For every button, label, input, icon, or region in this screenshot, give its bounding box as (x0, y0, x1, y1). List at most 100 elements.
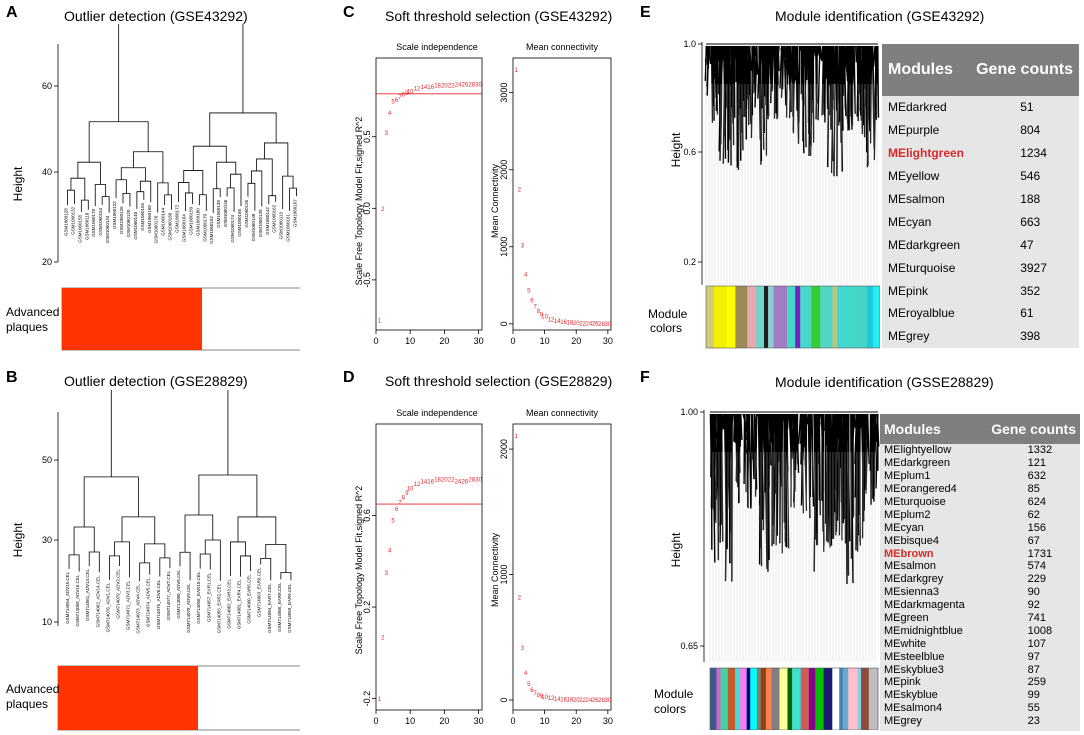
module-color-segment (800, 286, 812, 348)
leaf-label: GSM1060174 (230, 214, 235, 242)
module-color-segment (823, 668, 833, 730)
dendrogram-branch (216, 161, 237, 189)
module-name: MEsienna3 (884, 586, 940, 599)
leaf-label: GSM1060130 (258, 209, 263, 237)
leaf-label: GSM714076_ADV1.CEL (105, 582, 110, 632)
dendrogram-branch (88, 551, 100, 573)
module-color-segment (832, 668, 840, 730)
f-colors-label-2: colors (654, 702, 686, 716)
leaf-label: GSM1060148 (251, 213, 256, 241)
dendrogram-branch (280, 572, 292, 581)
module-row: MEturquoise 3927 (888, 256, 1073, 279)
module-name: MEroyalblue (888, 306, 955, 321)
leaf-label: GSM714082_EAR3.CEL (226, 579, 231, 629)
plot-frame (512, 423, 612, 711)
module-name: MEturquoise (884, 496, 946, 508)
module-row: MEdarkgrey 229 (884, 573, 1076, 586)
leaf-label: GSM714055_EAR2.CEL (216, 583, 221, 633)
module-name: MEsalmon4 (884, 702, 943, 715)
data-point-label: 1 (514, 434, 518, 440)
data-point-label: 28 (598, 698, 605, 704)
data-point-label: 3 (385, 571, 389, 577)
module-table-e-header-modules: Modules (888, 61, 953, 78)
leaf-label: GSM1060152 (209, 216, 214, 244)
data-point-label: 4 (524, 671, 528, 677)
f-ylabel: Height (669, 532, 683, 567)
x-tick-label: 30 (603, 716, 613, 726)
module-color-segment (832, 286, 838, 348)
dendrogram-leaves (709, 452, 876, 662)
data-point-label: 22 (448, 477, 455, 483)
data-point-label: 24 (455, 82, 462, 88)
data-point-label: 6 (530, 298, 534, 304)
data-point-label: 18 (567, 698, 574, 704)
module-name: MEdarkred (888, 100, 947, 115)
module-color-segment (808, 668, 816, 730)
data-point-label: 16 (560, 697, 567, 703)
module-gene-count: 3927 (1020, 260, 1047, 275)
panel-letter-f: F (640, 369, 650, 386)
module-name: MEpink (884, 676, 921, 689)
module-name: MEcyan (884, 521, 924, 534)
data-point-label: 14 (421, 480, 428, 486)
d-right-ylabel: Mean Connectivity (490, 532, 500, 607)
dendrogram-b-tree: 10 30 50 GSM714054_ADV15.CEL GSM714058_ADV16… (42, 390, 292, 634)
x-tick-label: 30 (474, 716, 484, 726)
data-point-label: 22 (448, 84, 455, 90)
leaf-label: GSM1060138 (216, 200, 221, 228)
dendrogram-leaves (705, 84, 878, 285)
data-point-label: 9 (540, 694, 544, 700)
leaf-label: GSM1060178 (91, 209, 96, 237)
f-colors-label-1: Module (654, 687, 694, 701)
data-point-label: 24 (455, 480, 462, 486)
module-row: MEsalmon 188 (888, 188, 1073, 211)
module-gene-count: 87 (1027, 663, 1040, 676)
module-name: MEdarkgreen (884, 457, 951, 470)
module-color-segment (756, 286, 765, 348)
data-point-label: 20 (441, 84, 448, 90)
module-row: MEgrey 398 (888, 325, 1073, 348)
module-name: MEsalmon (884, 560, 936, 573)
data-point-label: 18 (434, 477, 441, 483)
dendrogram-branch (67, 189, 75, 206)
data-point-label: 30 (604, 322, 611, 328)
data-point-label: 26 (462, 480, 469, 486)
panel-b-title: Outlier detection (GSE28829) (64, 373, 248, 389)
module-row: MEdarkred 51 (888, 96, 1073, 119)
f-dendrogram: 1.00 0.65 (680, 407, 880, 662)
module-color-segment (764, 286, 769, 348)
data-point-label: 18 (567, 320, 574, 326)
leaf-label: GSM714077_ADV7.CEL (166, 570, 171, 620)
module-table-e: Modules Gene counts MEdarkred 51 MEpurple 8… (882, 44, 1079, 348)
plot-frame (512, 57, 612, 331)
module-color-segment (710, 668, 717, 730)
leaf-label: GSM714080_ADV8.CEL (176, 569, 181, 619)
y-tick-label: 40 (42, 167, 52, 177)
module-gene-count: 632 (1027, 470, 1046, 483)
module-gene-count: 85 (1027, 483, 1040, 496)
data-point-label: 12 (414, 482, 421, 488)
data-point-label: 24 (586, 321, 593, 327)
module-color-segment (787, 668, 793, 730)
data-point-label: 16 (427, 85, 434, 91)
dendrogram-branch (68, 554, 80, 572)
module-name: MElightyellow (884, 444, 952, 457)
module-name: MEbisque4 (884, 534, 940, 547)
data-point-label: 10 (541, 695, 548, 701)
module-gene-count: 1731 (1027, 547, 1053, 560)
y-tick-label: 0.0 (362, 202, 372, 215)
module-row: MEplum1 632 (884, 470, 1076, 483)
leaf-label: GSM1060172 (175, 204, 180, 232)
leaf-label: GSM1060120 (126, 209, 131, 237)
data-point-label: 28 (598, 322, 605, 328)
dendrogram-branch (110, 390, 229, 477)
dendrogram-branch (256, 158, 273, 196)
c-left-title: Scale independence (396, 42, 478, 52)
data-point-label: 5 (391, 519, 395, 525)
data-point-label: 22 (579, 321, 586, 327)
module-color-segment (792, 668, 801, 730)
data-point-label: 28 (468, 477, 475, 483)
data-point-label: 26 (592, 698, 599, 704)
panel-letter-c: C (343, 4, 355, 21)
module-table-f-header: Modules Gene counts (880, 414, 1080, 444)
